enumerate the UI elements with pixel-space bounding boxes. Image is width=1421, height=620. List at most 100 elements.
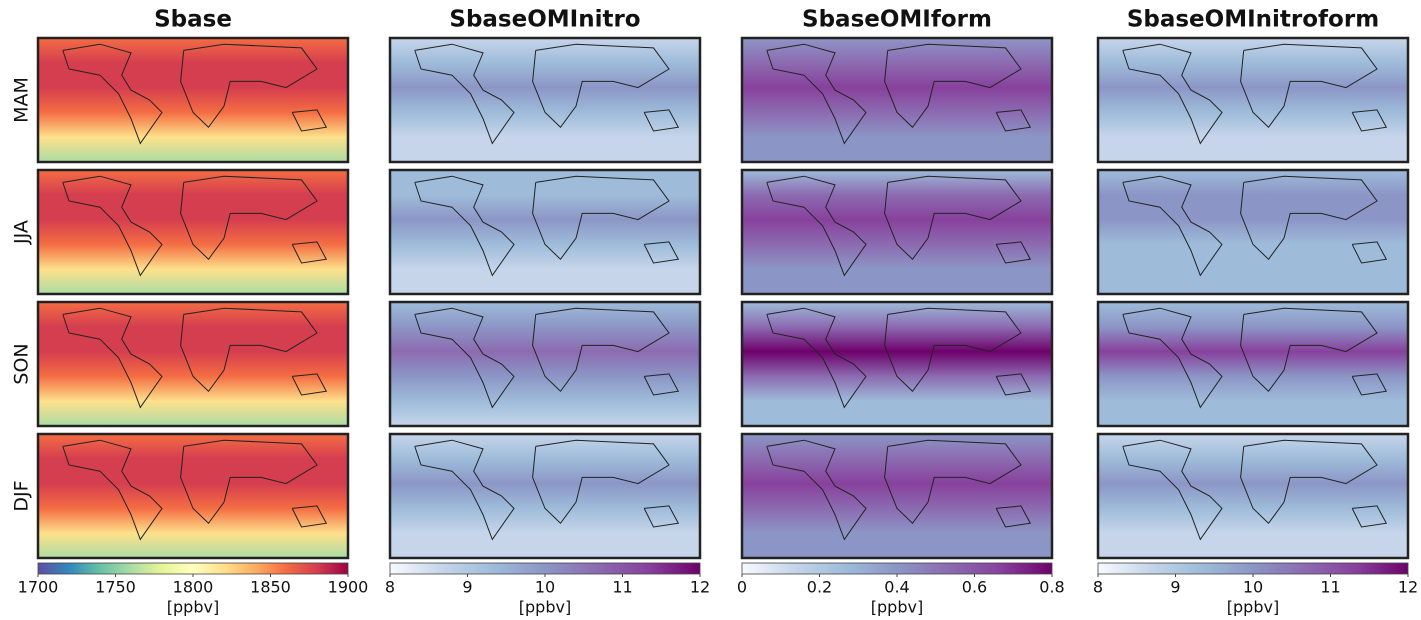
- continent-outline: [62, 307, 163, 409]
- continent-outline: [1351, 373, 1388, 396]
- continent-outline: [532, 307, 670, 393]
- colorbar: [37, 562, 349, 575]
- map-panel: [740, 168, 1054, 296]
- colorbar: [389, 562, 701, 575]
- continent-outline: [180, 439, 318, 525]
- continent-outline: [414, 43, 515, 145]
- colorbar: [1097, 562, 1409, 575]
- continent-outline: [1122, 175, 1223, 277]
- colorbar-tick-label: 9: [462, 578, 472, 597]
- continent-outline: [1122, 439, 1223, 541]
- continent-outline: [995, 109, 1032, 132]
- colorbar-tick-label: 0: [737, 578, 747, 597]
- continent-outline: [291, 373, 328, 396]
- map-panel: [388, 36, 702, 164]
- colorbar-tick-label: 12: [1398, 578, 1418, 597]
- continent-outline: [180, 43, 318, 129]
- continent-outline: [1240, 175, 1378, 261]
- colorbar-tick-label: 9: [1170, 578, 1180, 597]
- continent-outline: [1351, 505, 1388, 528]
- continent-outline: [643, 373, 680, 396]
- continent-outline: [766, 175, 867, 277]
- map-panel: [740, 432, 1054, 560]
- map-panel: [1096, 168, 1410, 296]
- colorbar-tick-label: 1850: [250, 578, 291, 597]
- continent-outline: [414, 175, 515, 277]
- map-panel: [388, 432, 702, 560]
- map-panel: [36, 432, 350, 560]
- continent-outline: [532, 439, 670, 525]
- continent-outline: [766, 307, 867, 409]
- row-label: DJF: [11, 480, 33, 511]
- continent-outline: [1240, 439, 1378, 525]
- colorbar-tick-label: 0.6: [962, 578, 987, 597]
- row-label: JJA: [11, 220, 33, 245]
- map-panel: [388, 168, 702, 296]
- map-panel: [740, 300, 1054, 428]
- colorbar-tick-label: 10: [535, 578, 555, 597]
- continent-outline: [180, 175, 318, 261]
- continent-outline: [1240, 43, 1378, 129]
- column-title: SbaseOMInitroform: [1127, 7, 1379, 33]
- colorbar-tick-label: 8: [385, 578, 395, 597]
- continent-outline: [532, 43, 670, 129]
- map-panel: [1096, 300, 1410, 428]
- continent-outline: [884, 43, 1022, 129]
- continent-outline: [62, 439, 163, 541]
- continent-outline: [643, 505, 680, 528]
- row-label: SON: [11, 343, 33, 384]
- colorbar-unit: [ppbv]: [1227, 598, 1279, 617]
- continent-outline: [62, 43, 163, 145]
- continent-outline: [62, 175, 163, 277]
- colorbar-unit: [ppbv]: [167, 598, 219, 617]
- colorbar-tick-label: 0.2: [807, 578, 832, 597]
- map-panel: [36, 36, 350, 164]
- continent-outline: [1122, 307, 1223, 409]
- map-panel: [388, 300, 702, 428]
- colorbar-tick-label: 11: [1320, 578, 1340, 597]
- continent-outline: [995, 505, 1032, 528]
- map-panel: [1096, 36, 1410, 164]
- colorbar-tick-label: 1900: [328, 578, 369, 597]
- colorbar-tick-label: 1750: [95, 578, 136, 597]
- continent-outline: [643, 109, 680, 132]
- continent-outline: [414, 307, 515, 409]
- continent-outline: [291, 241, 328, 264]
- colorbar-tick-label: 1700: [18, 578, 59, 597]
- continent-outline: [995, 241, 1032, 264]
- continent-outline: [1122, 43, 1223, 145]
- column-title: SbaseOMInitro: [449, 7, 640, 33]
- colorbar-unit: [ppbv]: [519, 598, 571, 617]
- map-panel: [740, 36, 1054, 164]
- continent-outline: [414, 439, 515, 541]
- continent-outline: [643, 241, 680, 264]
- continent-outline: [1240, 307, 1378, 393]
- colorbar-tick-label: 0.4: [884, 578, 909, 597]
- colorbar-tick-label: 0.8: [1039, 578, 1064, 597]
- continent-outline: [291, 109, 328, 132]
- continent-outline: [884, 439, 1022, 525]
- column-title: Sbase: [154, 7, 232, 33]
- map-panel: [1096, 432, 1410, 560]
- column-title: SbaseOMIform: [802, 7, 992, 33]
- colorbar-tick-label: 11: [612, 578, 632, 597]
- continent-outline: [180, 307, 318, 393]
- continent-outline: [884, 307, 1022, 393]
- colorbar-tick-label: 10: [1243, 578, 1263, 597]
- continent-outline: [1351, 241, 1388, 264]
- row-label: MAM: [11, 77, 33, 123]
- colorbar-unit: [ppbv]: [871, 598, 923, 617]
- continent-outline: [532, 175, 670, 261]
- map-panel: [36, 300, 350, 428]
- continent-outline: [766, 43, 867, 145]
- continent-outline: [291, 505, 328, 528]
- colorbar-tick-label: 8: [1093, 578, 1103, 597]
- continent-outline: [995, 373, 1032, 396]
- continent-outline: [1351, 109, 1388, 132]
- colorbar-tick-label: 1800: [173, 578, 214, 597]
- continent-outline: [766, 439, 867, 541]
- map-panel: [36, 168, 350, 296]
- colorbar-tick-label: 12: [690, 578, 710, 597]
- colorbar: [741, 562, 1053, 575]
